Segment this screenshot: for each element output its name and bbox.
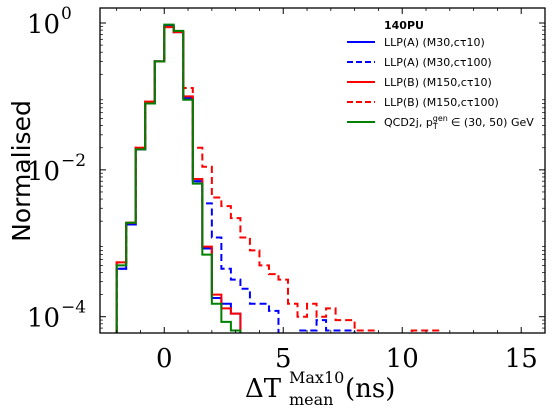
x-tick-label: 15 bbox=[505, 344, 538, 374]
legend-entry: LLP(A) (M30,cτ100) bbox=[384, 56, 492, 69]
y-tick-label-exp: 0 bbox=[61, 4, 72, 24]
x-axis-label-unit: (ns) bbox=[345, 374, 395, 404]
x-tick-label: 0 bbox=[156, 344, 173, 374]
y-tick-label-exp: −2 bbox=[61, 151, 86, 171]
legend-title: 140PU bbox=[384, 19, 424, 32]
x-axis-label: ΔT bbox=[245, 374, 282, 404]
x-tick-label: 10 bbox=[386, 344, 419, 374]
legend-entry: QCD2j, pTgen ∈ (30, 50) GeV bbox=[384, 114, 534, 131]
x-tick-label: 5 bbox=[275, 344, 292, 374]
y-tick-label-base: 10 bbox=[27, 304, 60, 334]
legend: 140PU LLP(A) (M30,cτ10) LLP(A) (M30,cτ100… bbox=[347, 19, 534, 131]
y-tick-label-exp: −4 bbox=[61, 298, 86, 318]
plot-frame bbox=[99, 7, 546, 334]
y-axis-label: Normalised bbox=[7, 100, 36, 242]
y-tick-label-base: 10 bbox=[27, 10, 60, 40]
y-tick-label-base: 10 bbox=[27, 157, 60, 187]
legend-entry: LLP(B) (M150,cτ10) bbox=[384, 76, 492, 89]
legend-entry: LLP(A) (M30,cτ10) bbox=[384, 36, 485, 49]
series-line bbox=[115, 25, 356, 333]
x-axis-label-sub: mean bbox=[289, 390, 333, 409]
series-line bbox=[115, 23, 242, 333]
x-axis-label-main: ΔT bbox=[245, 374, 282, 404]
legend-entry: LLP(B) (M150,cτ100) bbox=[384, 96, 499, 109]
x-axis-label-sup: Max10 bbox=[289, 368, 344, 387]
